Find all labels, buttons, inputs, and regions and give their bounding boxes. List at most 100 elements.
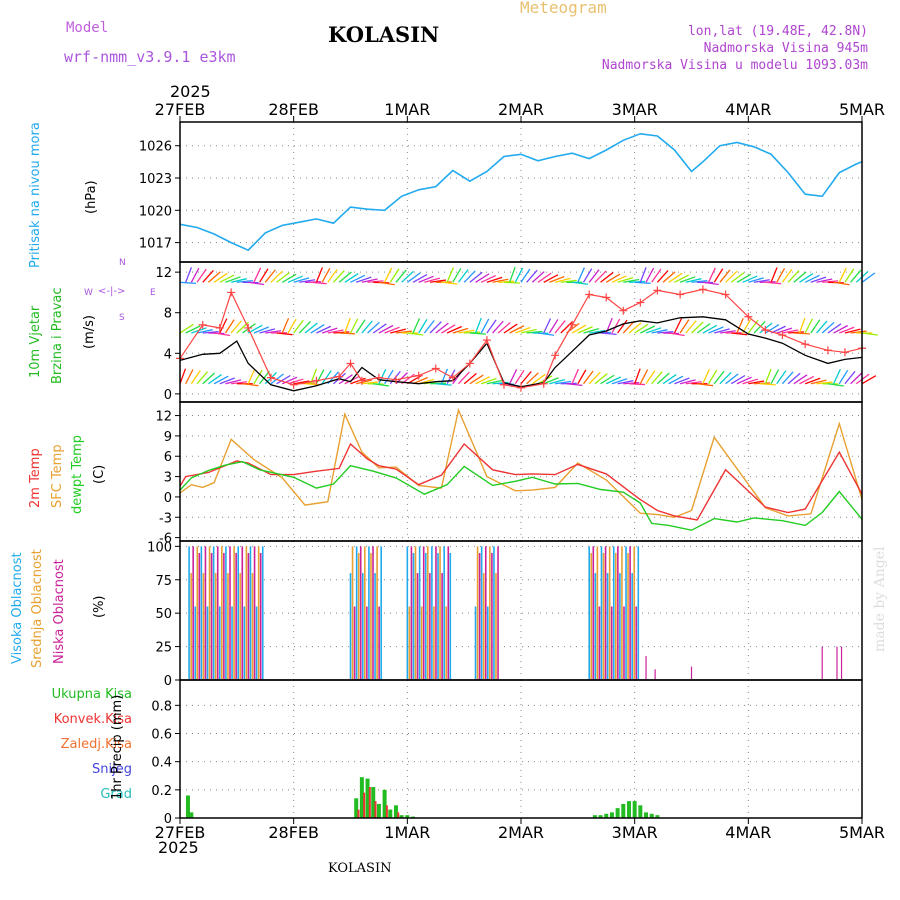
wind-barb [714,328,730,334]
wind-barb [276,332,293,336]
wind-barb [242,383,259,387]
precip-bar-total [632,801,637,818]
wind-barb [810,379,827,385]
precip-bar-total [388,809,393,818]
wind-barb [788,331,805,334]
wind-barb [356,379,372,385]
wind-barb [339,332,356,335]
wind-gust-marker [414,371,423,380]
wind-barb [503,281,520,284]
wind-barb [759,383,776,386]
temp-dewpt-line [179,460,863,531]
wind-barb [390,328,406,334]
wind-barb [781,268,793,283]
wind-barb [543,377,559,385]
lonlat-label: lon,lat (19.48E, 42.8N) [687,24,868,39]
wind-barb [253,267,262,283]
wind-gust-line [179,288,863,389]
y-tick-label: 1017 [139,237,172,252]
x-label-top: 1MAR [384,100,430,119]
wind-barb [389,268,400,283]
wind-barb [293,319,304,334]
wind-barb [202,330,219,334]
wind-barb [730,374,746,385]
y-tick-label: -3 [159,511,172,526]
precip-bar-total [354,798,359,818]
wind-barb [816,278,833,283]
wind-barb [429,279,447,283]
wind-barb [821,321,835,334]
precip-bar-conv [363,792,366,818]
wind-barb [770,267,778,283]
wind-barb [787,270,800,283]
wind-barb [605,273,621,283]
wind-gust-marker [448,373,457,382]
precip-bar-total [189,812,194,818]
altitude-label: Nadmorska Visina 945m [703,41,868,56]
precip-bar-conv [368,787,371,818]
wind-barb [600,374,615,385]
wind-barb [611,275,627,283]
wind-barb [844,268,855,283]
wind-barb [486,319,497,334]
wind-barb [804,274,820,283]
wind-barb [651,329,668,334]
model-altitude-label: Nadmorska Visina u modelu 1093.03m [601,58,868,73]
wind-barb [588,371,601,385]
wind-gust-marker [346,359,355,368]
compass-s: S [119,313,125,323]
wind-barb [782,329,799,334]
wind-gust-marker [244,323,253,332]
wind-barb [753,279,770,283]
wind-barb [208,374,222,385]
wind-barb [452,268,462,283]
wind-barb [781,371,794,385]
page-title: KOLASIN [328,22,440,47]
wind-barb [639,267,647,283]
wind-gust-marker [499,380,508,389]
wind-barb [457,269,469,283]
wind-barb [844,328,861,334]
wind-barb [707,369,718,385]
wind-barb [793,271,807,283]
wind-barb [617,276,634,283]
precip-bar-total [365,778,370,818]
wind-barb [793,374,808,385]
wind-gust-marker [823,346,832,355]
wind-barb [219,274,235,283]
wind-barb [571,324,587,334]
wind-barb [406,272,421,283]
wind-barb [361,381,378,385]
wind-gust-marker [602,293,611,302]
precip-bar-conv [385,805,388,818]
wind-gust-marker [744,312,753,321]
wind-barb [850,269,862,283]
wind-barb [378,368,387,385]
wind-barb [827,323,842,334]
wind-barb [572,281,589,285]
wind-barb [697,383,714,387]
wind-barb [685,278,702,283]
wind-barb [384,369,394,385]
wind-barb [861,332,878,336]
wind-barb [514,267,524,283]
precip-bar-total [615,808,620,818]
wind-barb [378,281,395,286]
wind-barb [651,268,662,283]
wind-barb [657,330,674,334]
wind-barb [861,272,876,283]
wind-gust-marker [551,351,560,360]
x-label-bottom: 5MAR [839,823,885,842]
wind-barb [679,379,696,385]
wind-barb [526,330,543,334]
wind-barb [424,277,441,283]
wind-barb [588,269,600,283]
wind-barb [833,281,850,286]
precip-bar-total [655,815,660,818]
wind-barb [679,319,690,334]
wind-gust-marker [585,290,594,299]
wind-barb [589,329,606,334]
wind-barb [270,373,284,385]
wind-barb [310,323,325,334]
wind-barb [231,278,247,283]
